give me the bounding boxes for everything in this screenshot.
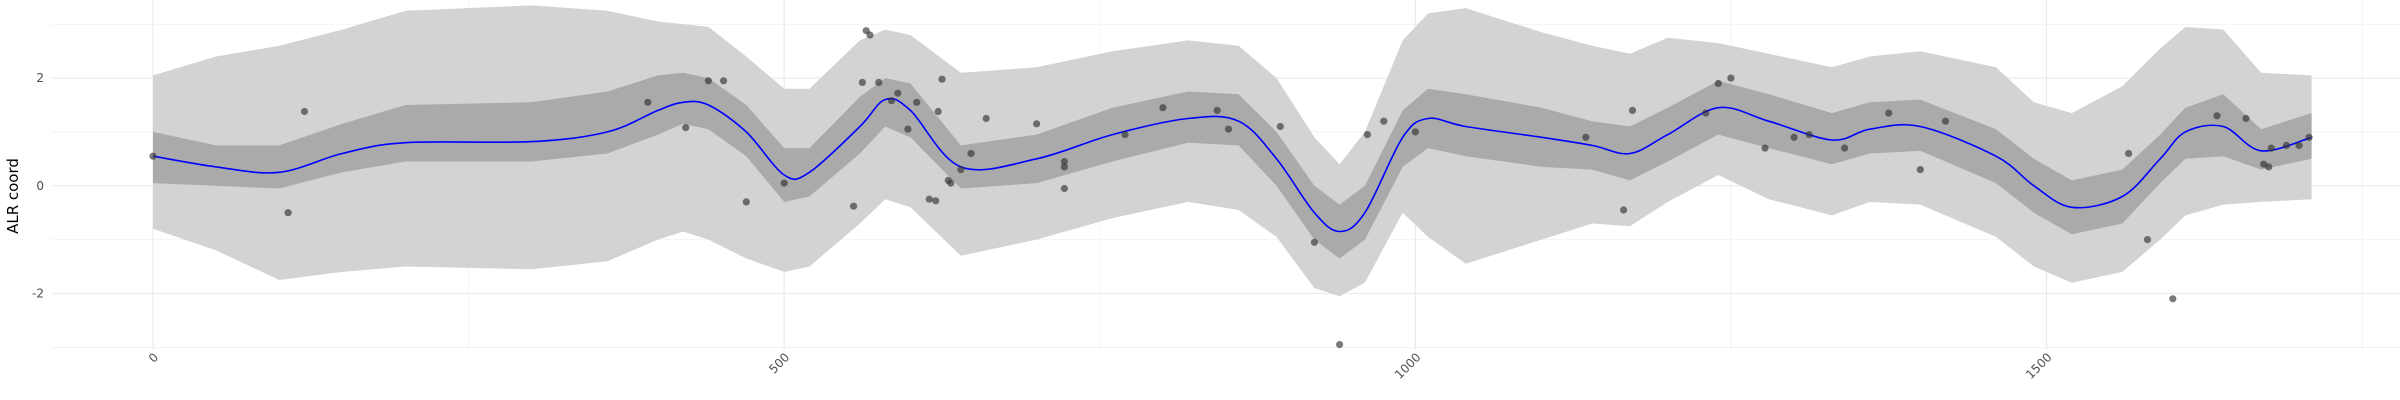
- data-point: [1276, 122, 1284, 131]
- data-point: [957, 166, 965, 174]
- inner-band: [153, 72, 2312, 259]
- data-point: [934, 107, 942, 116]
- data-point: [2265, 163, 2273, 171]
- data-point: [1121, 131, 1129, 139]
- data-point: [1380, 117, 1388, 125]
- data-point: [1310, 238, 1318, 246]
- data-point: [1060, 163, 1068, 171]
- data-point: [913, 98, 921, 106]
- data-point: [1702, 109, 1710, 117]
- data-point: [875, 78, 883, 86]
- data-point: [1620, 206, 1628, 214]
- data-point: [1790, 133, 1798, 141]
- data-point: [704, 77, 713, 85]
- data-point: [894, 89, 902, 97]
- data-point: [2169, 295, 2177, 303]
- data-point: [149, 152, 157, 160]
- y-axis-title: ALR coord: [4, 158, 22, 234]
- data-point: [300, 107, 309, 116]
- data-point: [1060, 184, 1068, 193]
- data-point: [1916, 166, 1924, 174]
- data-point: [2282, 141, 2290, 149]
- data-point: [720, 77, 728, 85]
- data-point: [947, 179, 955, 187]
- mean-line-group: [152, 97, 2312, 233]
- data-point: [982, 114, 990, 123]
- data-point: [284, 209, 292, 217]
- data-point: [938, 75, 946, 83]
- data-point: [1714, 79, 1722, 88]
- data-point: [2305, 133, 2313, 141]
- data-point: [1628, 106, 1637, 114]
- data-point: [1224, 125, 1233, 133]
- confidence-bands: [153, 5, 2312, 297]
- y-tick-label: -2: [32, 287, 44, 301]
- data-point: [850, 202, 858, 210]
- observed-points: [149, 27, 2313, 349]
- data-point: [932, 197, 940, 205]
- data-point: [2213, 112, 2221, 120]
- data-point: [1411, 128, 1419, 136]
- data-point: [1159, 104, 1167, 112]
- data-point: [2143, 236, 2152, 244]
- mean-line: [152, 97, 2312, 233]
- y-tick-label: 2: [36, 71, 44, 85]
- data-point: [1805, 131, 1813, 139]
- y-tick-label: 0: [36, 179, 44, 193]
- data-point: [1727, 74, 1735, 82]
- y-tick-labels: -2 0 2: [32, 71, 44, 300]
- x-tick-labels: 0 500 1000 1500: [146, 350, 2055, 381]
- data-point: [904, 125, 912, 133]
- data-point: [1841, 144, 1849, 152]
- data-point: [2125, 149, 2133, 158]
- data-point: [1582, 133, 1590, 141]
- data-point: [1060, 157, 1068, 166]
- data-point: [1033, 120, 1041, 128]
- data-point: [2267, 144, 2275, 152]
- data-point: [780, 179, 788, 187]
- data-point: [1336, 341, 1344, 349]
- data-point: [866, 31, 874, 39]
- data-point: [682, 124, 690, 132]
- data-point: [887, 97, 896, 105]
- data-point: [925, 195, 933, 203]
- data-point: [967, 149, 975, 158]
- data-point: [742, 198, 750, 206]
- data-point: [858, 78, 867, 86]
- data-point: [1363, 131, 1371, 139]
- x-tick-label: 500: [766, 350, 792, 376]
- data-point: [1761, 144, 1769, 152]
- data-point: [644, 98, 652, 106]
- x-tick-label: 0: [146, 350, 161, 365]
- x-tick-label: 1500: [2023, 350, 2054, 381]
- data-point: [2295, 141, 2303, 149]
- data-point: [1941, 117, 1950, 125]
- x-tick-label: 1000: [1392, 350, 1423, 381]
- data-point: [2242, 114, 2250, 123]
- data-point: [1213, 106, 1221, 114]
- data-point: [1885, 109, 1893, 117]
